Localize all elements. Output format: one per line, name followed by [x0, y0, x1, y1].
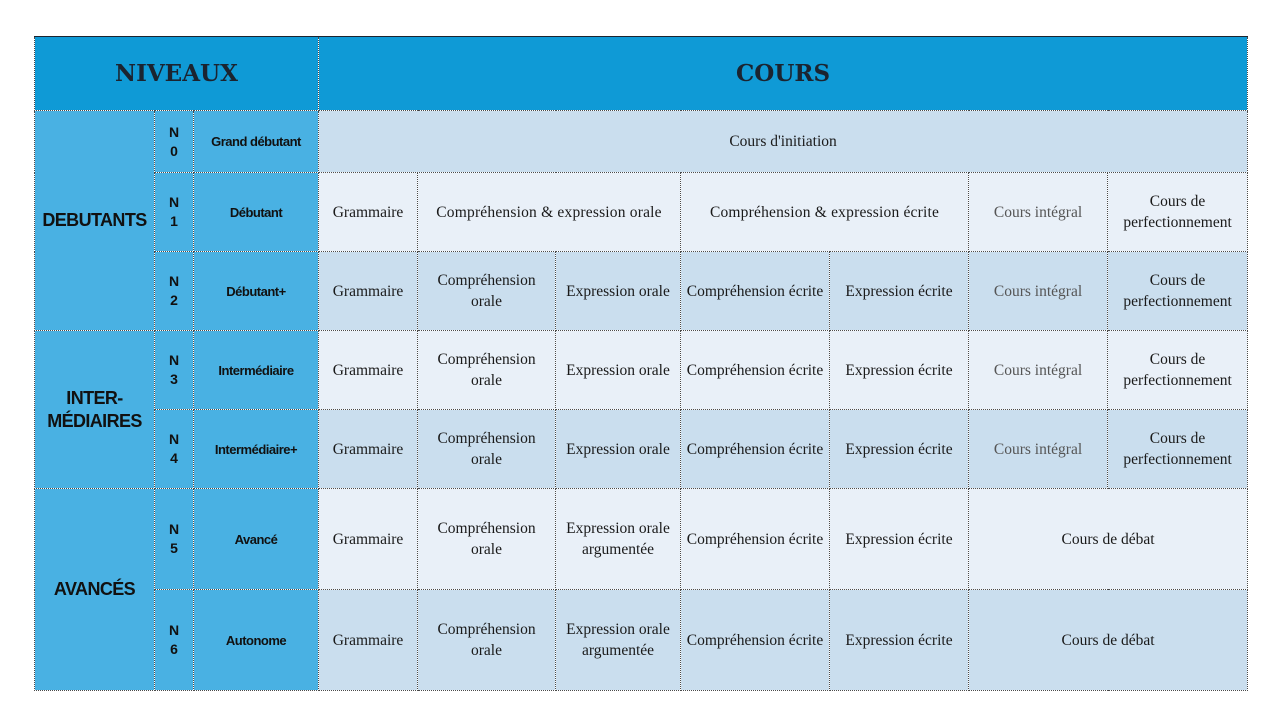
- level-code-n3: N 3: [154, 330, 194, 410]
- course-grammaire: Grammaire: [318, 409, 419, 489]
- level-name-n6: Autonome: [192, 589, 320, 691]
- course-comp-expr-ecrite: Compréhension & expression écrite: [680, 172, 970, 252]
- course-expr-ecrite: Expression écrite: [829, 589, 970, 691]
- level-name-n3: Intermédiaire: [192, 330, 320, 410]
- level-code-n2: N 2: [154, 251, 194, 331]
- level-code-n4: N 4: [154, 409, 194, 489]
- course-levels-table: NIVEAUX COURS DEBUTANTS N 0 Grand débuta…: [33, 36, 1249, 691]
- course-expr-ecrite: Expression écrite: [829, 409, 970, 489]
- group-avances: AVANCÉS: [34, 488, 155, 691]
- course-perfectionnement: Cours de perfectionnement: [1107, 172, 1249, 252]
- course-comp-orale: Compréhension orale: [417, 251, 557, 331]
- course-comp-ecrite: Compréhension écrite: [680, 330, 831, 410]
- course-debat: Cours de débat: [968, 488, 1249, 590]
- course-grammaire: Grammaire: [318, 589, 419, 691]
- course-integral: Cours intégral: [968, 409, 1109, 489]
- level-code-n0: N 0: [154, 110, 194, 173]
- course-expr-ecrite: Expression écrite: [829, 330, 970, 410]
- course-grammaire: Grammaire: [318, 251, 419, 331]
- course-grammaire: Grammaire: [318, 488, 419, 590]
- course-comp-orale: Compréhension orale: [417, 330, 557, 410]
- course-expr-orale: Expression orale: [555, 330, 682, 410]
- course-expr-orale: Expression orale: [555, 251, 682, 331]
- course-comp-ecrite: Compréhension écrite: [680, 409, 831, 489]
- course-comp-ecrite: Compréhension écrite: [680, 488, 831, 590]
- course-grammaire: Grammaire: [318, 172, 419, 252]
- course-initiation: Cours d'initiation: [318, 110, 1249, 173]
- course-comp-orale: Compréhension orale: [417, 589, 557, 691]
- course-perfectionnement: Cours de perfectionnement: [1107, 409, 1249, 489]
- level-code-n5: N 5: [154, 488, 194, 590]
- level-name-n5: Avancé: [192, 488, 320, 590]
- level-name-n2: Débutant+: [192, 251, 320, 331]
- level-name-n1: Débutant: [192, 172, 320, 252]
- course-expr-ecrite: Expression écrite: [829, 251, 970, 331]
- course-comp-expr-orale: Compréhension & expression orale: [417, 172, 682, 252]
- course-expr-ecrite: Expression écrite: [829, 488, 970, 590]
- course-expr-orale: Expression orale: [555, 409, 682, 489]
- course-debat: Cours de débat: [968, 589, 1249, 691]
- course-comp-orale: Compréhension orale: [417, 488, 557, 590]
- level-name-n4: Intermédiaire+: [192, 409, 320, 489]
- course-integral: Cours intégral: [968, 330, 1109, 410]
- header-cours: COURS: [318, 36, 1249, 111]
- course-comp-orale: Compréhension orale: [417, 409, 557, 489]
- group-intermediaires: INTER- MÉDIAIRES: [34, 330, 155, 489]
- course-grammaire: Grammaire: [318, 330, 419, 410]
- course-expr-orale-argumentee: Expression orale argumentée: [555, 488, 682, 590]
- group-debutants: DEBUTANTS: [34, 110, 155, 331]
- course-comp-ecrite: Compréhension écrite: [680, 251, 831, 331]
- level-code-n1: N 1: [154, 172, 194, 252]
- course-expr-orale-argumentee: Expression orale argumentée: [555, 589, 682, 691]
- course-perfectionnement: Cours de perfectionnement: [1107, 330, 1249, 410]
- course-perfectionnement: Cours de perfectionnement: [1107, 251, 1249, 331]
- course-integral: Cours intégral: [968, 251, 1109, 331]
- header-niveaux: NIVEAUX: [33, 36, 320, 111]
- course-comp-ecrite: Compréhension écrite: [680, 589, 831, 691]
- level-code-n6: N 6: [154, 589, 194, 691]
- course-integral: Cours intégral: [968, 172, 1109, 252]
- level-name-n0: Grand débutant: [192, 110, 320, 173]
